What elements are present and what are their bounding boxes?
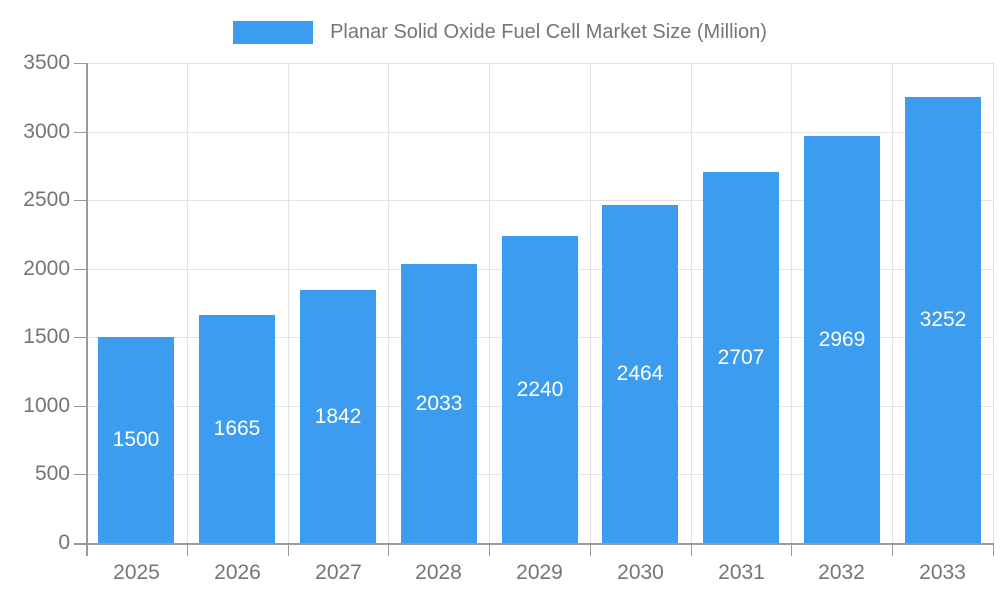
bar-2030[interactable]: 2464 — [602, 205, 678, 543]
bar-2029[interactable]: 2240 — [502, 236, 578, 543]
x-tick-label: 2029 — [516, 561, 563, 584]
y-axis-tick — [74, 63, 86, 64]
x-axis-line — [74, 543, 993, 545]
y-axis-line — [86, 63, 88, 556]
bar-2031[interactable]: 2707 — [703, 172, 779, 543]
bar-value-label: 2969 — [818, 327, 866, 351]
x-axis-tick — [892, 543, 893, 556]
y-axis-tick — [74, 337, 86, 338]
y-tick-label: 1500 — [23, 325, 70, 348]
bar-value-label: 1665 — [213, 417, 261, 440]
y-axis-tick — [74, 406, 86, 407]
bar-2032[interactable]: 2969 — [804, 136, 880, 543]
x-axis-tick — [489, 543, 490, 556]
y-tick-label: 2000 — [23, 257, 70, 280]
gridline-horizontal — [86, 63, 993, 64]
y-tick-label: 3500 — [23, 51, 70, 74]
x-axis-tick — [791, 543, 792, 556]
x-axis-tick — [388, 543, 389, 556]
y-axis-tick — [74, 200, 86, 201]
bar-value-label: 2033 — [415, 391, 463, 415]
gridline-vertical — [892, 63, 893, 543]
gridline-vertical — [388, 63, 389, 543]
bar-2027[interactable]: 1842 — [300, 290, 376, 543]
legend-swatch — [233, 20, 314, 44]
x-tick-label: 2032 — [818, 561, 865, 584]
y-axis-tick — [74, 132, 86, 133]
x-tick-label: 2025 — [113, 561, 160, 584]
gridline-vertical — [791, 63, 792, 543]
gridline-vertical — [489, 63, 490, 543]
gridline-vertical — [691, 63, 692, 543]
legend-label: Planar Solid Oxide Fuel Cell Market Size… — [330, 20, 767, 43]
y-tick-label: 0 — [58, 531, 70, 554]
bar-2028[interactable]: 2033 — [401, 264, 477, 543]
gridline-horizontal — [86, 200, 993, 201]
bar-value-label: 2240 — [516, 377, 564, 401]
x-tick-label: 2030 — [617, 561, 664, 584]
x-tick-label: 2026 — [214, 561, 261, 584]
y-tick-label: 500 — [34, 462, 70, 485]
gridline-vertical — [288, 63, 289, 543]
gridline-vertical — [590, 63, 591, 543]
bar-2025[interactable]: 1500 — [98, 337, 174, 543]
bar-value-label: 1842 — [314, 404, 362, 428]
bar-value-label: 2707 — [717, 345, 765, 369]
y-tick-label: 3000 — [23, 120, 70, 143]
gridline-vertical — [187, 63, 188, 543]
x-tick-label: 2031 — [718, 561, 765, 584]
bar-value-label: 2464 — [616, 362, 664, 385]
y-tick-label: 2500 — [23, 188, 70, 211]
legend[interactable]: Planar Solid Oxide Fuel Cell Market Size… — [0, 17, 1000, 47]
x-tick-label: 2028 — [415, 561, 462, 584]
x-tick-label: 2027 — [315, 561, 362, 584]
bar-value-label: 3252 — [919, 308, 967, 331]
y-tick-label: 1000 — [23, 394, 70, 417]
bar-2026[interactable]: 1665 — [199, 315, 275, 543]
gridline-vertical — [993, 63, 994, 543]
x-axis-tick — [691, 543, 692, 556]
x-axis-tick — [993, 543, 994, 556]
x-axis-tick — [187, 543, 188, 556]
gridline-horizontal — [86, 132, 993, 133]
x-axis-tick — [288, 543, 289, 556]
y-axis-tick — [74, 269, 86, 270]
y-axis-tick — [74, 474, 86, 475]
x-tick-label: 2033 — [919, 561, 966, 584]
bar-value-label: 1500 — [112, 428, 160, 451]
bar-2033[interactable]: 3252 — [905, 97, 981, 543]
x-axis-tick — [590, 543, 591, 556]
